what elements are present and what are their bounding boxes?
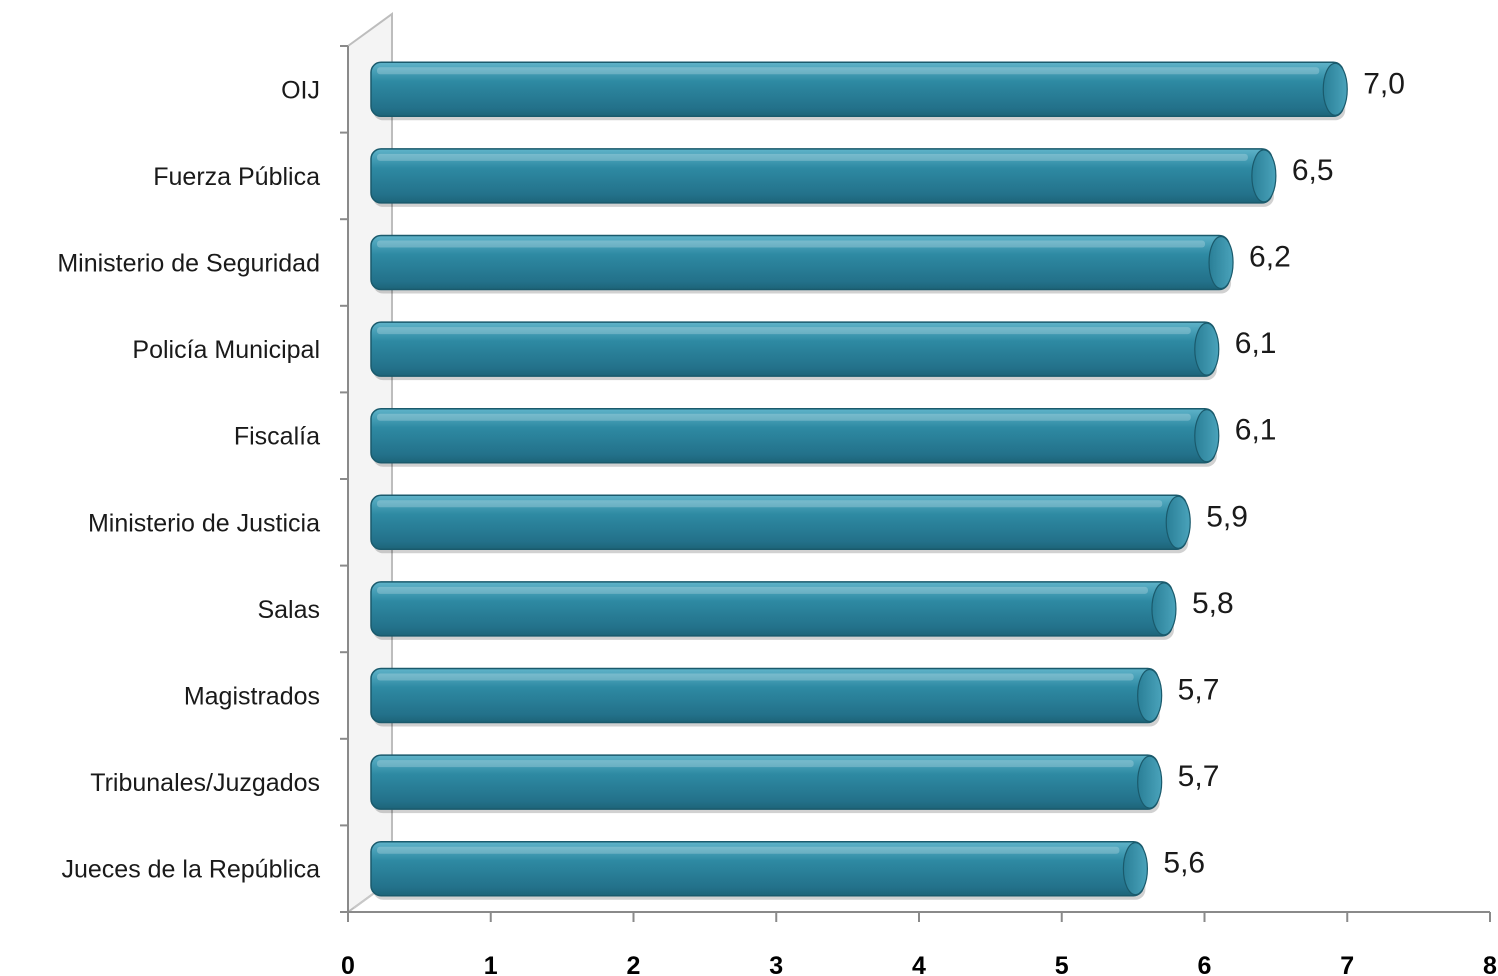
bar-highlight bbox=[377, 500, 1163, 508]
category-label: Fiscalía bbox=[234, 423, 320, 451]
bar-cap bbox=[1137, 755, 1163, 809]
y-axis bbox=[340, 45, 349, 913]
bar-highlight bbox=[377, 586, 1148, 594]
category-label: Tribunales/Juzgados bbox=[90, 769, 320, 797]
value-labels: 7,0 6,5 6,2 6,1 6,1 5,9 5,8 5,7 5,7 5,6 bbox=[1163, 67, 1405, 879]
x-tick-label: 2 bbox=[627, 952, 641, 976]
x-tick-label: 8 bbox=[1483, 952, 1497, 976]
value-label: 5,7 bbox=[1178, 674, 1220, 707]
x-tick-label: 4 bbox=[912, 952, 926, 976]
bar-cap bbox=[1165, 495, 1191, 549]
category-label: Magistrados bbox=[184, 683, 320, 711]
category-label: Fuerza Pública bbox=[153, 163, 320, 191]
value-label: 5,6 bbox=[1163, 847, 1205, 880]
bars bbox=[370, 61, 1348, 900]
bar-cap bbox=[1322, 62, 1348, 116]
value-label: 6,5 bbox=[1292, 154, 1334, 187]
value-label: 6,1 bbox=[1235, 414, 1277, 447]
category-label: OIJ bbox=[281, 76, 320, 104]
x-tick-label: 3 bbox=[769, 952, 783, 976]
tick-labels: 0 1 2 3 4 5 6 7 8 bbox=[341, 952, 1497, 976]
value-label: 5,9 bbox=[1206, 500, 1248, 533]
bar-group bbox=[370, 148, 1277, 207]
bar-cap bbox=[1194, 409, 1220, 463]
x-axis bbox=[347, 911, 1491, 922]
value-label: 5,8 bbox=[1192, 587, 1234, 620]
bar-cap bbox=[1151, 582, 1177, 636]
bar-group bbox=[370, 321, 1220, 381]
bar-group bbox=[370, 840, 1149, 900]
category-label: Ministerio de Justicia bbox=[88, 509, 320, 537]
bar-cap bbox=[1122, 842, 1149, 896]
category-label: Jueces de la República bbox=[62, 856, 321, 884]
bar-group bbox=[370, 407, 1220, 467]
x-tick-label: 1 bbox=[484, 952, 498, 976]
bar-group bbox=[370, 494, 1191, 554]
bar-highlight bbox=[377, 673, 1134, 681]
category-label: Salas bbox=[257, 596, 320, 624]
value-label: 5,7 bbox=[1178, 760, 1220, 793]
x-tick-label: 7 bbox=[1340, 952, 1354, 976]
bar-highlight bbox=[377, 67, 1320, 75]
bar-highlight bbox=[377, 327, 1191, 335]
bar-highlight bbox=[377, 760, 1134, 768]
category-labels: OIJ Fuerza Pública Ministerio de Seguridad… bbox=[57, 76, 320, 883]
bar-group bbox=[370, 234, 1234, 294]
bar-group bbox=[370, 754, 1163, 814]
bar-highlight bbox=[377, 846, 1120, 854]
bar-cap bbox=[1194, 322, 1220, 376]
value-label: 6,2 bbox=[1249, 241, 1291, 274]
bar-cap bbox=[1208, 235, 1234, 290]
bar-group bbox=[370, 581, 1177, 640]
category-label: Policía Municipal bbox=[132, 336, 320, 364]
bar-group bbox=[370, 61, 1348, 121]
bar-highlight bbox=[377, 240, 1206, 248]
value-label: 7,0 bbox=[1363, 67, 1405, 100]
bar-cap bbox=[1251, 149, 1277, 203]
bar-group bbox=[370, 667, 1163, 727]
x-tick-label: 6 bbox=[1198, 952, 1212, 976]
bar-cap bbox=[1137, 668, 1163, 723]
x-tick-label: 5 bbox=[1055, 952, 1069, 976]
value-label: 6,1 bbox=[1235, 327, 1277, 360]
x-tick-label: 0 bbox=[341, 952, 355, 976]
bar-highlight bbox=[377, 153, 1248, 161]
bar-highlight bbox=[377, 413, 1191, 421]
category-label: Ministerio de Seguridad bbox=[57, 250, 320, 278]
